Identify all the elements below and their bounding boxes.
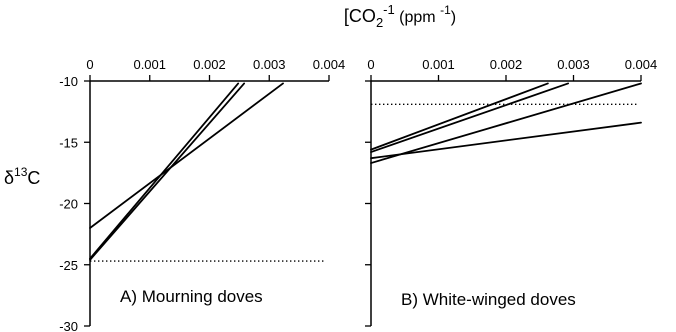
b-panel-label: B) White-winged doves xyxy=(401,290,576,309)
b-series-line-2 xyxy=(370,82,569,153)
a-y-tick-label: -25 xyxy=(59,258,78,273)
b-x-tick-label: 0.002 xyxy=(490,57,523,72)
a-x-tick-label: 0.004 xyxy=(313,57,346,72)
y-axis-title: δ13C xyxy=(4,165,40,188)
a-y-tick-label: -30 xyxy=(59,319,78,332)
a-y-tick-label: -10 xyxy=(59,74,78,89)
a-series-line-3 xyxy=(89,82,284,229)
panel-a-mourning-doves: 0 0.001 0.002 0.003 0.004 -10 -15 -20 -25 -30 A) M… xyxy=(59,57,345,332)
a-y-tick-label: -15 xyxy=(59,135,78,150)
b-series-line-4 xyxy=(370,121,642,160)
a-series-line-1 xyxy=(89,82,240,260)
b-x-tick-label: 0.004 xyxy=(625,57,658,72)
a-x-tick-label: 0.002 xyxy=(193,57,226,72)
a-y-tick-label: -20 xyxy=(59,197,78,212)
b-x-tick-label: 0 xyxy=(367,57,374,72)
a-x-tick-label: 0.001 xyxy=(133,57,166,72)
a-x-tick-label: 0.003 xyxy=(253,57,286,72)
b-series-line-1 xyxy=(370,82,549,151)
a-x-tick-label: 0 xyxy=(86,57,93,72)
b-series-line-3 xyxy=(370,82,642,164)
a-series-line-2 xyxy=(89,82,246,261)
b-x-tick-label: 0.003 xyxy=(557,57,590,72)
x-axis-title: [CO2-1 (ppm -1) xyxy=(344,2,456,30)
panel-b-white-winged-doves: 0 0.001 0.002 0.003 0.004 B) White-winged dov… xyxy=(365,57,658,327)
a-panel-label: A) Mourning doves xyxy=(120,287,263,306)
b-x-tick-label: 0.001 xyxy=(422,57,455,72)
